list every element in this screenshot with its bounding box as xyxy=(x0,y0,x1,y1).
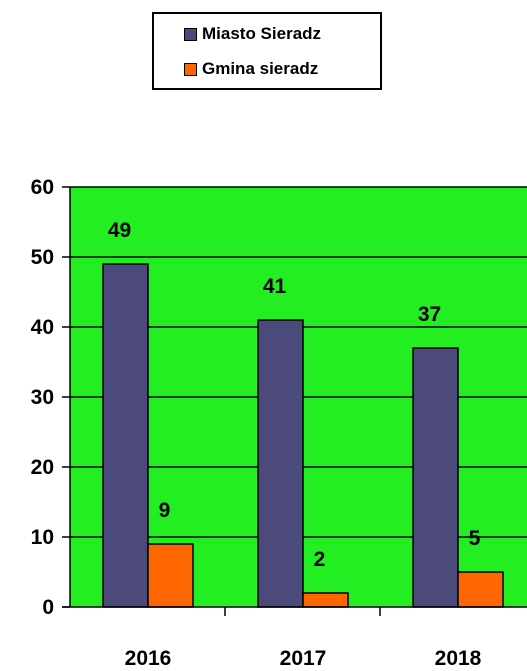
legend-item-gmina: Gmina sieradz xyxy=(184,59,318,79)
bar xyxy=(302,592,349,608)
y-tick-label: 40 xyxy=(31,316,54,339)
y-tick-label: 0 xyxy=(42,596,54,619)
legend-swatch-gmina xyxy=(184,62,197,76)
data-label: 2 xyxy=(314,548,326,571)
legend-label-miasto: Miasto Sieradz xyxy=(202,24,322,43)
bar xyxy=(102,263,149,608)
data-label: 9 xyxy=(159,499,171,522)
plot-area: 0 10 20 30 40 50 60 49 9 2016 41 2 2017 37 5 2018 xyxy=(31,176,527,670)
legend: Miasto Sieradz Gmina sieradz xyxy=(152,12,382,90)
bar xyxy=(147,543,194,608)
data-label: 41 xyxy=(263,275,287,298)
x-tick-label: 2018 xyxy=(435,647,482,670)
bar xyxy=(457,571,504,608)
y-tick-label: 30 xyxy=(31,386,54,409)
bar xyxy=(412,347,459,608)
y-tick-label: 20 xyxy=(31,456,54,479)
x-tick-label: 2017 xyxy=(280,647,327,670)
legend-item-miasto: Miasto Sieradz xyxy=(184,24,321,44)
y-tick-label: 10 xyxy=(31,526,54,549)
data-label: 49 xyxy=(108,219,131,242)
x-tick-label: 2016 xyxy=(125,647,172,670)
data-label: 5 xyxy=(469,527,481,550)
y-tick-label: 60 xyxy=(31,176,54,199)
data-label: 37 xyxy=(418,303,441,326)
legend-swatch-miasto xyxy=(184,27,197,41)
bar xyxy=(257,319,304,608)
y-tick-label: 50 xyxy=(31,246,54,269)
legend-label-gmina: Gmina sieradz xyxy=(202,59,319,78)
